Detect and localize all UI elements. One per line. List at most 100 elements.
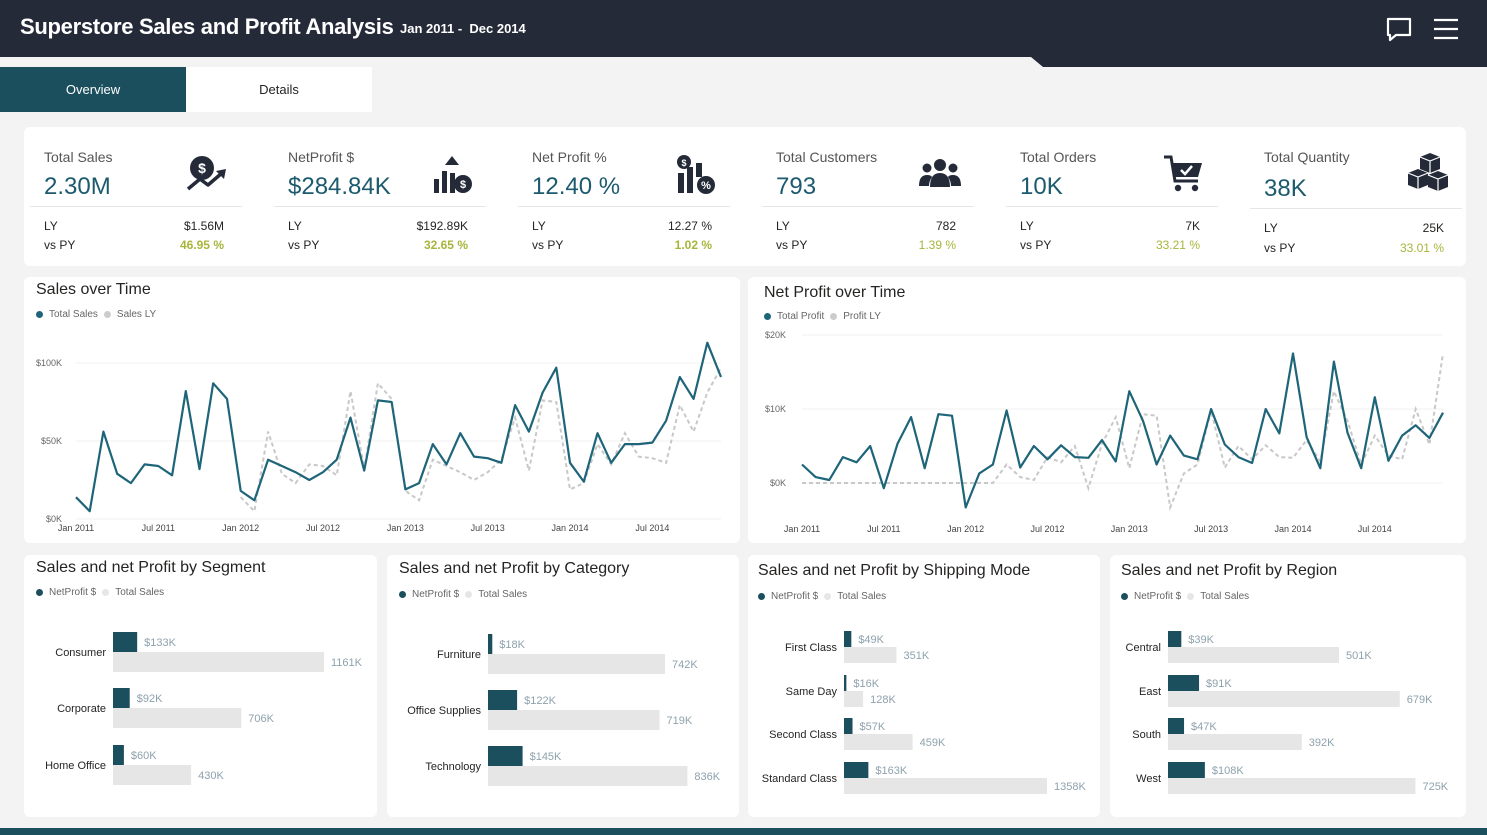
kpi-value: 12.40 %	[532, 173, 621, 200]
bottom-strip	[0, 828, 1487, 835]
sales-bar[interactable]	[488, 710, 660, 730]
chart-title: Sales and net Profit by Shipping Mode	[758, 562, 1031, 579]
segment-card: Sales and net Profit by Segment NetProfi…	[24, 555, 377, 817]
hamburger-menu-icon[interactable]	[1431, 14, 1461, 44]
vs-label: vs PY	[532, 238, 564, 252]
profit-bar[interactable]	[1168, 631, 1182, 647]
profit-line-chart[interactable]: $0K $10K $20K Jan 2011 Jul 2011 Jan 2012 Jul 2…	[748, 277, 1466, 543]
comment-icon[interactable]	[1384, 14, 1414, 44]
sales-bar[interactable]	[844, 691, 864, 707]
series-line-current[interactable]	[75, 341, 723, 513]
legend-dot-icon	[465, 591, 473, 598]
legend-label: Sales LY	[116, 309, 157, 320]
kpi-ly-row: LY 25K	[1264, 221, 1444, 235]
chart-title: Net Profit over Time	[764, 284, 906, 301]
series-line-current[interactable]	[801, 352, 1444, 509]
profit-bar[interactable]	[844, 631, 852, 647]
kpi-value: $284.84K	[288, 173, 391, 200]
kpi-card-total-sales: Total Sales 2.30M $ LY $1.56M vs PY 46.9…	[24, 127, 242, 265]
sales-data-label: 1161K	[331, 657, 363, 669]
legend-label: Total Sales	[478, 589, 528, 600]
profit-data-label: $133K	[144, 637, 176, 649]
profit-bar[interactable]	[488, 746, 523, 766]
sales-bar[interactable]	[113, 652, 324, 672]
sales-bar[interactable]	[1168, 691, 1400, 707]
kpi-label: Total Customers	[776, 149, 878, 165]
net-profit-over-time-card: Net Profit over Time Total Profit Profit…	[748, 277, 1466, 543]
profit-bar[interactable]	[488, 634, 493, 654]
ly-label: LY	[776, 219, 790, 233]
profit-bar[interactable]	[844, 675, 847, 691]
shopping-cart-icon	[1164, 155, 1202, 192]
category-label: Office Supplies	[407, 705, 481, 717]
profit-chart-icon: $	[434, 156, 472, 193]
kpi-divider	[30, 206, 242, 207]
shipping-mode-card: Sales and net Profit by Shipping Mode Ne…	[748, 555, 1100, 817]
svg-text:$: $	[681, 158, 686, 168]
legend-dot-icon	[824, 593, 832, 600]
sales-bar[interactable]	[1168, 647, 1339, 663]
profit-bar[interactable]	[113, 688, 130, 708]
sales-data-label: 719K	[667, 715, 693, 727]
kpi-label: Total Quantity	[1264, 149, 1350, 165]
kpi-label: Total Sales	[44, 149, 113, 165]
kpi-value: 38K	[1264, 175, 1307, 202]
sales-data-label: 742K	[672, 659, 698, 671]
segment-bar-chart[interactable]: Consumer $133K 1161K Corporate $92K 706K Home …	[24, 555, 377, 817]
profit-data-label: $92K	[137, 693, 163, 705]
sales-bar[interactable]	[488, 654, 665, 674]
profit-bar[interactable]	[844, 718, 853, 734]
region-bar-chart[interactable]: Central $39K 501K East $91K 679K South $47K 392K…	[1110, 555, 1466, 817]
sales-bar[interactable]	[1168, 734, 1302, 750]
series-line-ly[interactable]	[239, 367, 722, 514]
date-range: Jan 2011 - Dec 2014	[400, 21, 526, 36]
profit-percent-icon: $ %	[677, 155, 715, 194]
profit-bar[interactable]	[113, 745, 124, 765]
category-bar-chart[interactable]: Furniture $18K 742K Office Supplies $122K 719…	[387, 555, 739, 817]
sales-bar[interactable]	[844, 734, 913, 750]
y-tick-label: $100K	[36, 358, 62, 368]
svg-text:%: %	[701, 180, 711, 192]
sales-bar[interactable]	[844, 647, 897, 663]
category-label: South	[1132, 729, 1161, 741]
series-line-ly[interactable]	[802, 353, 1444, 512]
chart-legend: Total Profit Profit LY	[764, 311, 881, 322]
ly-value: 7K	[1185, 219, 1200, 233]
kpi-value: 10K	[1020, 173, 1063, 200]
kpi-divider	[1250, 208, 1462, 209]
sales-bar[interactable]	[844, 778, 1047, 794]
tab-overview[interactable]: Overview	[0, 67, 186, 112]
category-label: Central	[1126, 642, 1161, 654]
profit-bar[interactable]	[1168, 675, 1200, 691]
profit-data-label: $163K	[875, 765, 907, 777]
sales-data-label: 836K	[694, 771, 720, 783]
sales-line-chart[interactable]: $0K $50K $100K Jan 2011 Jul 2011 Jan 2012 Jul …	[24, 277, 740, 543]
legend-dot-icon	[830, 313, 838, 320]
sales-data-label: 351K	[903, 650, 929, 662]
profit-bar[interactable]	[1168, 718, 1185, 734]
legend-label: Total Profit	[777, 311, 825, 322]
profit-bar[interactable]	[488, 690, 518, 710]
profit-data-label: $49K	[858, 634, 884, 646]
profit-bar[interactable]	[844, 762, 869, 778]
x-tick-label: Jan 2013	[387, 523, 424, 533]
vs-value: 32.65 %	[423, 238, 468, 252]
legend-dot-icon	[758, 593, 765, 600]
kpi-divider	[1006, 206, 1218, 207]
shipping-mode-bar-chart[interactable]: First Class $49K 351K Same Day $16K 128K Secon…	[748, 555, 1100, 817]
ly-value: 25K	[1422, 221, 1444, 235]
y-tick-label: $10K	[765, 404, 786, 414]
profit-bar[interactable]	[113, 632, 138, 652]
sales-bar[interactable]	[1168, 778, 1416, 794]
category-label: Second Class	[769, 729, 837, 741]
sales-bar[interactable]	[488, 766, 688, 786]
vs-value: 33.21 %	[1155, 238, 1200, 252]
profit-bar[interactable]	[1168, 762, 1205, 778]
sales-bar[interactable]	[113, 765, 192, 785]
profit-data-label: $60K	[131, 750, 157, 762]
x-tick-label: Jul 2012	[1030, 524, 1064, 534]
kpi-vs-row: vs PY 1.02 %	[532, 238, 712, 252]
sales-bar[interactable]	[113, 708, 242, 728]
kpi-vs-row: vs PY 46.95 %	[44, 238, 224, 252]
tab-details[interactable]: Details	[186, 67, 372, 112]
